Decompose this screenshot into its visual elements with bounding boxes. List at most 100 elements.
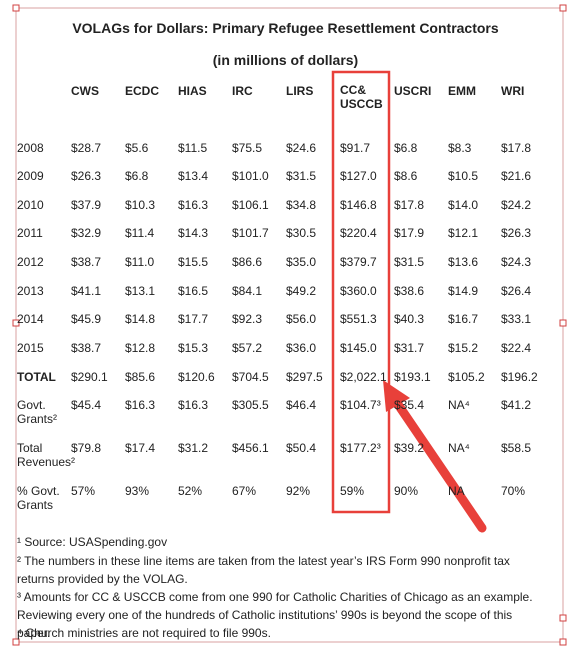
table-cell: $22.4 (501, 341, 532, 355)
table-cell: $31.5 (286, 169, 317, 183)
table-cell: $101.0 (232, 169, 269, 183)
table-cell: $120.6 (178, 370, 215, 384)
table-cell: $38.7 (71, 341, 102, 355)
table-cell: $106.1 (232, 198, 269, 212)
table-cell: $11.4 (125, 226, 155, 240)
table-cell: $17.7 (178, 312, 209, 326)
table-cell: $41.2 (501, 398, 532, 412)
table-cell: $551.3 (340, 312, 377, 326)
table-cell: $290.1 (71, 370, 108, 384)
table-cell: $31.2 (178, 441, 209, 455)
row-label: 2009 (17, 169, 44, 183)
table-cell: $38.6 (394, 284, 425, 298)
table-cell: $297.5 (286, 370, 323, 384)
subtitle: (in millions of dollars) (212, 52, 359, 68)
table-cell: $14.3 (178, 226, 209, 240)
table-cell: $146.8 (340, 198, 377, 212)
row-label: 2010 (17, 198, 44, 212)
table-cell: $17.9 (394, 226, 425, 240)
table-cell: $58.5 (501, 441, 532, 455)
table-cell: $13.6 (448, 255, 479, 269)
table-cell: $11.5 (178, 141, 208, 155)
table-cell: $6.8 (125, 169, 149, 183)
table-cell: $84.1 (232, 284, 263, 298)
table-cell: $8.3 (448, 141, 472, 155)
table-cell: $31.5 (394, 255, 425, 269)
table-cell: $13.4 (178, 169, 209, 183)
selection-handles (12, 4, 567, 646)
arrow-shaft (390, 395, 487, 533)
row-label: 2013 (17, 284, 44, 298)
table-cell: $26.3 (501, 226, 532, 240)
table-cell: $220.4 (340, 226, 377, 240)
table-cell: $11.0 (125, 255, 155, 269)
table-cell: $16.3 (178, 198, 209, 212)
row-label: TOTAL (17, 370, 56, 384)
table-cell: $456.1 (232, 441, 269, 455)
table-cell: $21.6 (501, 169, 532, 183)
table-cell: 70% (501, 484, 526, 498)
table-cell: $12.1 (448, 226, 479, 240)
table-cell: $46.4 (286, 398, 317, 412)
column-header: IRC (232, 84, 253, 98)
table-cell: 67% (232, 484, 257, 498)
table-cell: 52% (178, 484, 203, 498)
table-cell: $85.6 (125, 370, 156, 384)
column-header: USCRI (394, 84, 432, 98)
table-cell: $360.0 (340, 284, 377, 298)
table-cell: $56.0 (286, 312, 317, 326)
table-cell: $177.2³ (340, 441, 381, 455)
table-cell: $15.3 (178, 341, 209, 355)
table-cell: $145.0 (340, 341, 377, 355)
row-label: 2011 (17, 226, 43, 240)
row-label: Total Revenues² (17, 441, 76, 469)
table-cell: 90% (394, 484, 419, 498)
table-cell: $91.7 (340, 141, 371, 155)
table-cell: $75.5 (232, 141, 263, 155)
table-cell: NA⁴ (448, 398, 470, 412)
row-label: % Govt. Grants (17, 484, 60, 512)
table-cell: $12.8 (125, 341, 156, 355)
table-cell: $40.3 (394, 312, 425, 326)
column-header: WRI (501, 84, 525, 98)
table-cell: $49.2 (286, 284, 317, 298)
table-cell: $5.6 (125, 141, 149, 155)
table-cell: $28.7 (71, 141, 102, 155)
table-cell: $34.8 (286, 198, 317, 212)
table-cell: 92% (286, 484, 311, 498)
table-cell: $16.5 (178, 284, 209, 298)
title: VOLAGs for Dollars: Primary Refugee Rese… (72, 20, 499, 36)
row-label: Govt. Grants² (17, 398, 58, 426)
table-cell: $37.9 (71, 198, 102, 212)
table-cell: NA⁴ (448, 441, 470, 455)
table-cell: $26.4 (501, 284, 532, 298)
row-label: 2014 (17, 312, 44, 326)
table-cell: $8.6 (394, 169, 418, 183)
table-cell: $14.8 (125, 312, 156, 326)
footnote: ¹ Source: USASpending.gov (17, 535, 168, 549)
table-cell: $704.5 (232, 370, 269, 384)
table-cell: $33.1 (501, 312, 532, 326)
column-header: CC& USCCB (340, 83, 383, 111)
table-cell: $24.3 (501, 255, 532, 269)
table-cell: $105.2 (448, 370, 485, 384)
table-cell: $15.2 (448, 341, 479, 355)
footnote: ² The numbers in these line items are ta… (17, 554, 510, 586)
column-header: HIAS (178, 84, 207, 98)
table-cell: $196.2 (501, 370, 538, 384)
footnote: ³ Amounts for CC & USCCB come from one 9… (17, 590, 533, 640)
table-cell: $10.5 (448, 169, 479, 183)
table-cell: $35.0 (286, 255, 317, 269)
row-label: 2012 (17, 255, 44, 269)
column-header: ECDC (125, 84, 160, 98)
highlight-box (331, 70, 391, 514)
table-cell: $14.0 (448, 198, 479, 212)
table-cell: $16.7 (448, 312, 479, 326)
table-cell: $193.1 (394, 370, 431, 384)
table-cell: 59% (340, 484, 365, 498)
arrow-head (383, 380, 410, 412)
table-cell: $16.3 (178, 398, 209, 412)
table-cell: $104.7³ (340, 398, 381, 412)
